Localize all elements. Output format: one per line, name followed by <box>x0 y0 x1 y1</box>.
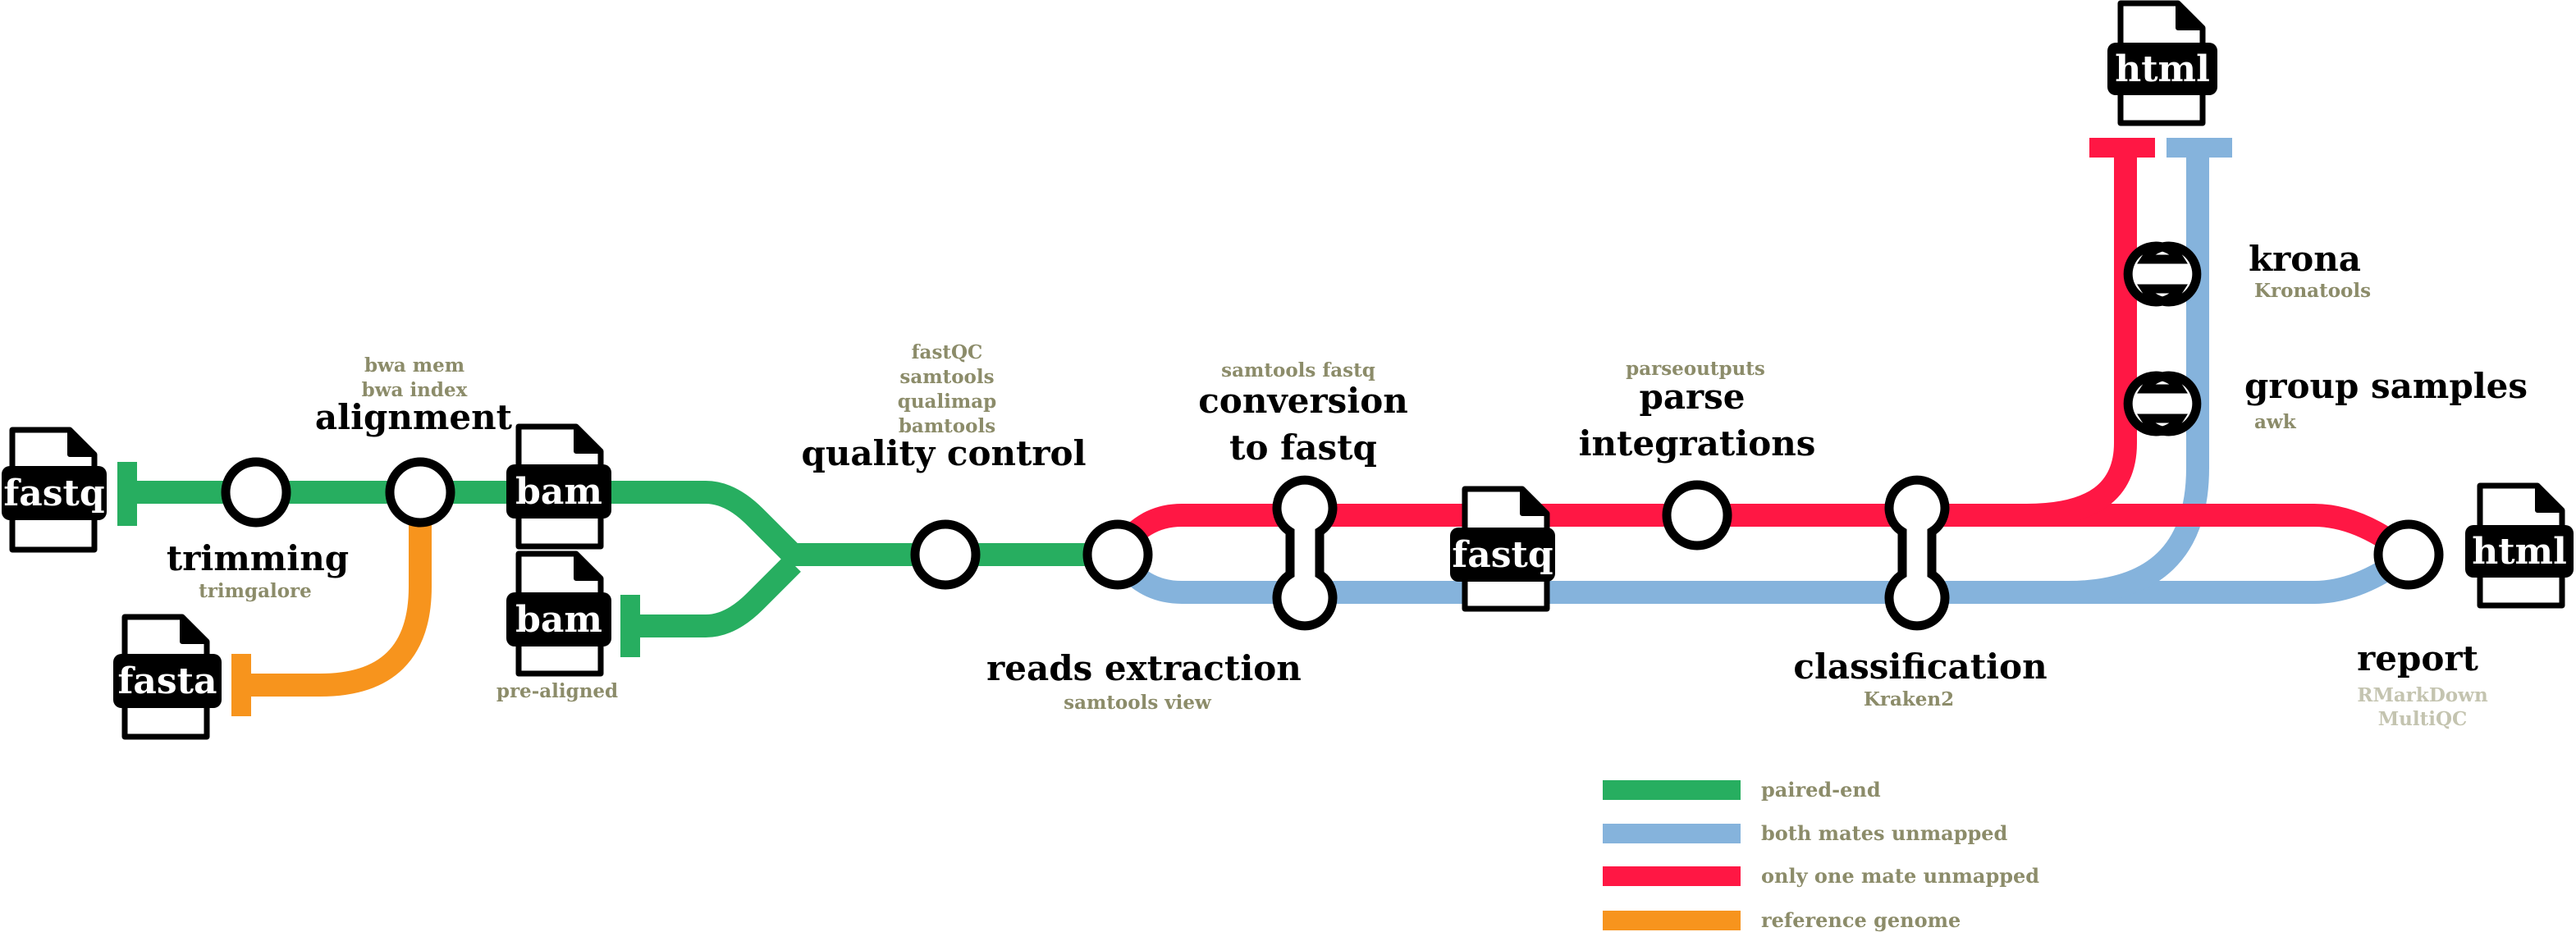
quality-control-label: quality control <box>801 433 1086 473</box>
bam-prealigned-label: bam <box>515 599 602 641</box>
group-samples-tool: awk <box>2254 411 2297 433</box>
paired-end-line <box>127 481 1118 566</box>
trimming-tool: trimgalore <box>199 580 312 602</box>
alignment-tool-2: bwa index <box>362 379 468 401</box>
qc-tool-1: fastQC <box>912 341 983 363</box>
krona-station <box>2123 241 2202 307</box>
parse-label-line2: integrations <box>1579 423 1816 464</box>
bam-aligned-file-icon: bam <box>506 427 611 546</box>
one-unmapped-branch <box>2026 148 2137 527</box>
fasta-ref-file-icon: fasta <box>113 617 222 737</box>
conversion-tool: samtools fastq <box>1221 359 1375 381</box>
bam-prealigned-file-icon: bam <box>506 554 611 674</box>
fasta-ref-cap <box>231 654 251 716</box>
legend-label-one-unmapped: only one mate unmapped <box>1761 864 2039 888</box>
classification-label: classification <box>1793 646 2047 687</box>
fastq-input-file-icon: fastq <box>2 430 107 550</box>
legend-swatch-reference <box>1603 911 1741 930</box>
legend-swatch-paired-end <box>1603 780 1741 800</box>
line-end-caps <box>117 138 2232 716</box>
parse-label-line1: parse <box>1639 377 1745 417</box>
stations <box>221 241 2444 631</box>
krona-blue-cap <box>2166 138 2232 158</box>
qc-tool-4: bamtools <box>899 415 995 437</box>
legend-swatch-one-unmapped <box>1603 866 1741 886</box>
reads-extraction-label: reads extraction <box>986 648 1302 688</box>
classification-tool: Kraken2 <box>1864 688 1954 710</box>
reference-genome-line <box>246 492 432 697</box>
fastq-converted-file-icon: fastq <box>1450 489 1555 609</box>
group-samples-station <box>2123 371 2202 436</box>
reads-extraction-station <box>1082 519 1153 590</box>
prealigned-cap <box>620 595 640 657</box>
stage-labels: trimming trimgalore bwa mem bwa index al… <box>167 239 2528 730</box>
legend-swatch-both-unmapped <box>1603 824 1741 843</box>
alignment-label: alignment <box>315 397 513 437</box>
both-unmapped-branch <box>2067 148 2209 604</box>
fastq-input-label: fastq <box>3 473 104 514</box>
html-krona-file-icon: html <box>2107 3 2217 123</box>
report-label: report <box>2357 638 2478 678</box>
krona-red-cap <box>2089 138 2155 158</box>
prealigned-line <box>632 555 801 637</box>
legend-label-both-unmapped: both mates unmapped <box>1761 821 2008 845</box>
report-station <box>2373 519 2444 590</box>
prealigned-label: pre-aligned <box>496 680 618 702</box>
report-tool-1: RMarkDown <box>2357 684 2488 706</box>
qc-tool-3: qualimap <box>898 391 997 413</box>
alignment-tool-1: bwa mem <box>364 354 464 377</box>
trimming-label: trimming <box>167 538 349 578</box>
conversion-station <box>1272 475 1338 631</box>
legend-label-reference: reference genome <box>1761 908 1961 932</box>
group-samples-label: group samples <box>2244 366 2528 406</box>
quality-control-station <box>910 519 981 590</box>
parse-tool: parseoutputs <box>1626 358 1765 380</box>
qc-tool-2: samtools <box>899 366 994 388</box>
parse-integrations-station <box>1662 480 1732 551</box>
krona-label: krona <box>2249 239 2361 279</box>
alignment-station <box>385 457 455 528</box>
conversion-label-line2: to fastq <box>1229 427 1377 468</box>
reads-extraction-tool: samtools view <box>1064 692 1212 714</box>
trimming-station <box>221 457 291 528</box>
legend-label-paired-end: paired-end <box>1761 778 1881 802</box>
bam-aligned-label: bam <box>515 471 602 513</box>
html-report-file-icon: html <box>2465 486 2574 605</box>
conversion-label-line1: conversion <box>1198 381 1408 421</box>
fastq-input-cap <box>117 462 137 526</box>
fastq-converted-label: fastq <box>1452 534 1553 576</box>
fasta-ref-label: fasta <box>117 660 217 702</box>
krona-tool: Kronatools <box>2254 280 2371 302</box>
legend: paired-end both mates unmapped only one … <box>1603 778 2039 932</box>
classification-station <box>1884 475 1950 631</box>
html-report-label: html <box>2472 531 2567 573</box>
html-krona-label: html <box>2115 48 2210 90</box>
report-tool-2: MultiQC <box>2378 708 2468 730</box>
